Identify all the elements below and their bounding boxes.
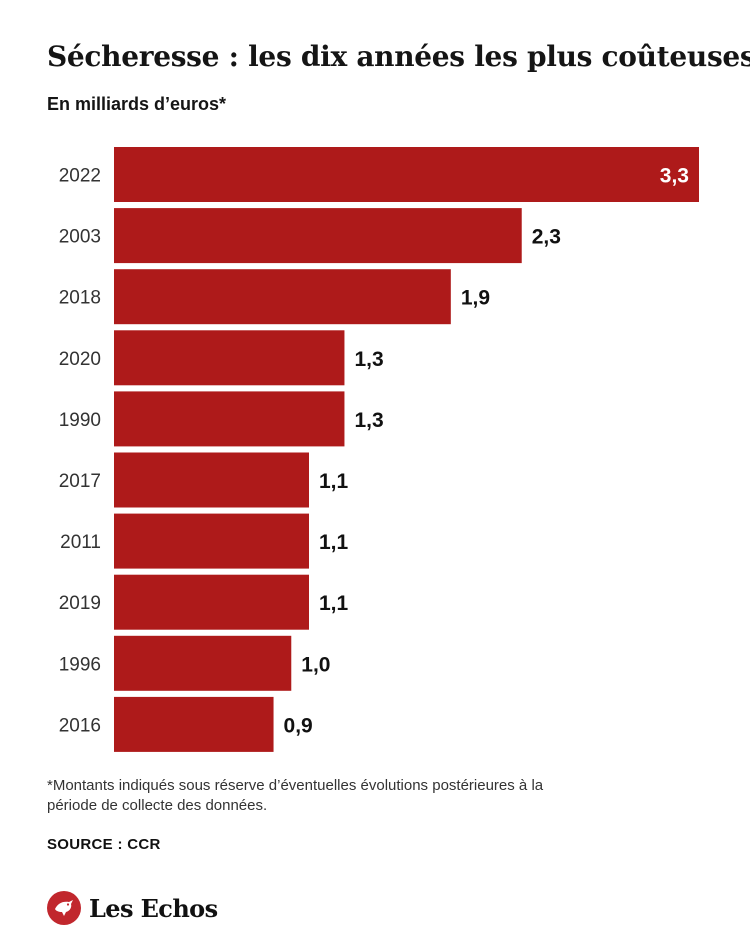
bar-1996 (114, 635, 292, 691)
value-label-2016: 0,9 (284, 714, 313, 737)
value-label-2003: 2,3 (532, 226, 561, 249)
year-label-2016: 2016 (59, 715, 101, 736)
brand-logo: Les Echos (47, 891, 218, 925)
source-label: SOURCE : CCR (47, 836, 161, 853)
bar-2022 (114, 147, 699, 202)
year-label-1990: 1990 (59, 410, 101, 431)
year-label-2017: 2017 (59, 471, 101, 492)
year-label-1996: 1996 (59, 654, 101, 675)
year-label-2020: 2020 (59, 349, 101, 370)
bar-2017 (114, 452, 309, 508)
year-label-2003: 2003 (59, 227, 101, 248)
value-label-2011: 1,1 (319, 531, 349, 554)
year-label-2019: 2019 (59, 593, 101, 614)
bar-2020 (114, 330, 345, 386)
bar-2019 (114, 574, 309, 630)
bar-2018 (114, 269, 451, 325)
bar-2016 (114, 696, 274, 752)
value-label-2022: 3,3 (660, 165, 689, 188)
bar-2011 (114, 513, 309, 569)
les-echos-logo-icon (47, 891, 81, 925)
year-label-2011: 2011 (60, 532, 101, 553)
value-label-2017: 1,1 (319, 470, 349, 493)
value-label-1996: 1,0 (301, 653, 330, 676)
year-label-2018: 2018 (59, 288, 101, 309)
value-label-2020: 1,3 (354, 348, 383, 371)
footnote: *Montants indiqués sous réserve d’éventu… (47, 777, 544, 814)
chart-title: Sécheresse : les dix années les plus coû… (47, 40, 750, 73)
year-label-2022: 2022 (59, 166, 101, 187)
bar-2003 (114, 208, 522, 264)
chart-subtitle: En milliards d’euros* (47, 94, 227, 114)
value-label-2019: 1,1 (319, 592, 349, 615)
value-label-1990: 1,3 (354, 409, 383, 432)
brand-name: Les Echos (89, 893, 218, 923)
value-label-2018: 1,9 (461, 287, 490, 310)
bar-1990 (114, 391, 345, 447)
